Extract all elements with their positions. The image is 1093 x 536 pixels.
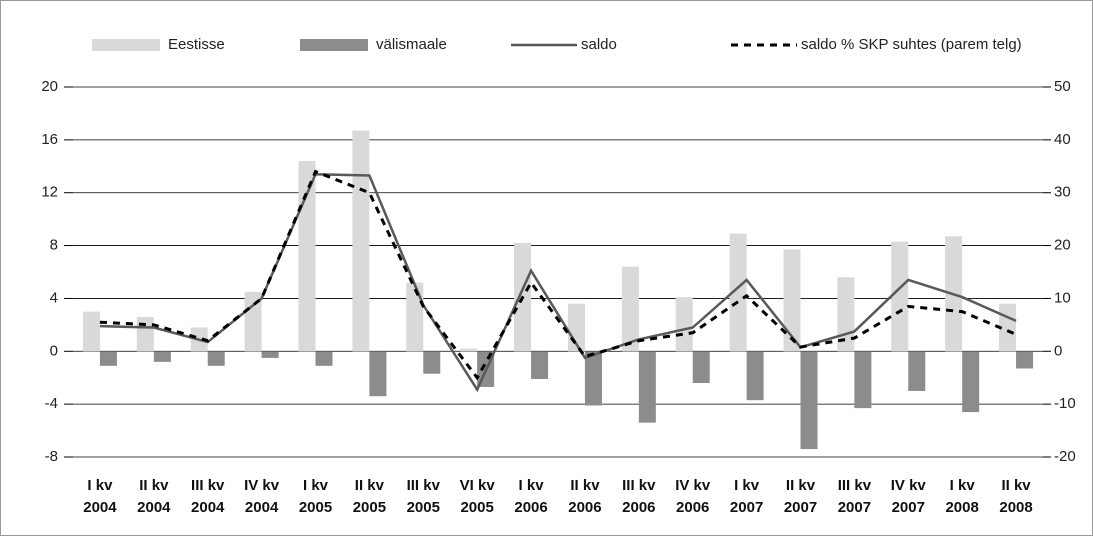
bar [352,130,370,352]
bar [82,311,100,352]
x-tick-label: I kv 2008 [945,477,979,516]
y2-tick-label: 20 [1054,237,1071,254]
bar [136,316,154,352]
bar [261,351,279,358]
x-tick-label: II kv 2004 [137,477,171,516]
bar [621,266,639,352]
bar [315,351,333,366]
y-tick-label: 12 [41,184,58,201]
x-tick-label: III kv 2005 [406,477,440,516]
bar [584,351,602,406]
x-tick-label: I kv 2004 [83,477,117,516]
legend-label: saldo % SKP suhtes (parem telg) [801,36,1022,53]
y2-tick-label: 40 [1054,131,1071,148]
y2-tick-label: 50 [1054,78,1071,95]
y2-tick-label: -20 [1054,448,1076,465]
y2-tick-label: -10 [1054,395,1076,412]
bar [746,351,764,401]
x-tick-label: II kv 2007 [783,477,818,516]
bar [460,348,478,352]
y-tick-label: -4 [45,395,58,412]
line-series [99,172,1017,393]
bar [99,351,117,366]
x-tick-label: II kv 2005 [352,477,387,516]
legend-label: saldo [581,36,617,53]
bar [675,297,693,352]
y2-tick-label: 30 [1054,184,1071,201]
bar [369,351,387,397]
x-tick-label: III kv 2004 [191,477,225,516]
line-series [99,169,1017,381]
y2-tick-label: 10 [1054,289,1071,306]
bar [153,351,171,362]
legend-label: välismaale [376,36,447,53]
x-tick-label: VI kv 2005 [459,477,495,516]
legend-label: Eestisse [168,36,225,53]
y-tick-label: 4 [50,289,58,306]
x-tick-label: II kv 2006 [568,477,602,516]
bar [406,282,424,352]
x-tick-label: III kv 2007 [837,477,872,516]
bar [692,351,710,383]
bar [207,351,225,366]
y-tick-label: 8 [50,237,58,254]
bar [854,351,872,409]
x-tick-label: I kv 2005 [298,477,333,516]
y-tick-label: 16 [41,131,58,148]
y2-tick-label: 0 [1054,342,1062,359]
bar [1016,351,1034,369]
x-tick-label: II kv 2008 [999,477,1033,516]
x-tick-label: III kv 2006 [622,477,656,516]
x-tick-label: IV kv 2004 [244,477,280,516]
bar [244,291,262,352]
bar [298,161,316,352]
x-tick-label: I kv 2006 [514,477,548,516]
x-tick-label: I kv 2007 [729,477,764,516]
x-tick-label: IV kv 2007 [890,477,926,516]
bar [891,241,909,352]
bar [908,351,926,391]
bar [638,351,656,423]
legend-swatch [92,39,160,51]
bar [962,351,980,413]
y-tick-label: -8 [45,448,58,465]
bar [531,351,549,380]
bar [800,351,818,450]
y-tick-label: 0 [50,342,58,359]
bar [729,233,747,352]
bar [423,351,441,374]
bar [783,249,801,352]
legend-swatch [300,39,368,51]
y-tick-label: 20 [41,78,58,95]
x-tick-label: IV kv 2006 [675,477,711,516]
